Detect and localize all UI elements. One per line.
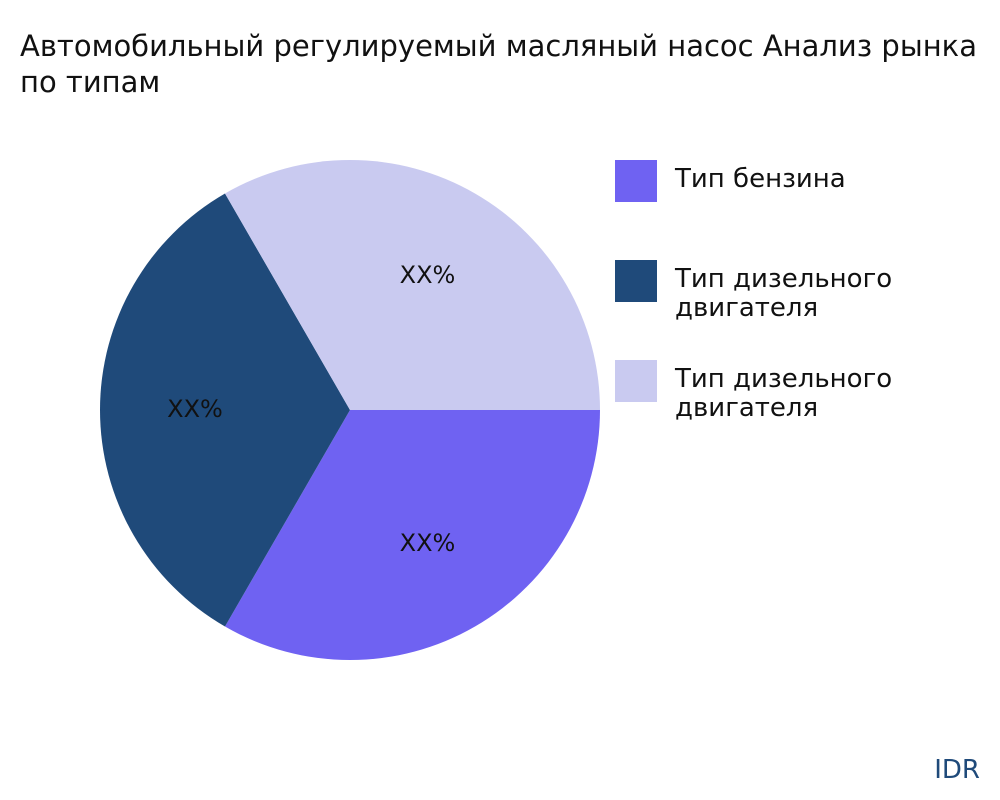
watermark: IDR xyxy=(934,755,980,785)
legend-item: Тип бензина xyxy=(615,160,995,260)
data-label: XX% xyxy=(400,261,456,289)
chart-title: Автомобильный регулируемый масляный насо… xyxy=(20,29,977,99)
legend-item: Тип дизельного двигателя xyxy=(615,260,995,360)
legend: Тип бензина Тип дизельного двигателя Тип д… xyxy=(615,160,995,460)
pie-slice xyxy=(225,160,600,410)
legend-item: Тип дизельного двигателя xyxy=(615,360,995,460)
legend-label: Тип дизельного двигателя xyxy=(675,364,893,423)
legend-label: Тип дизельного двигателя xyxy=(675,264,893,323)
legend-swatch xyxy=(615,260,657,302)
legend-swatch xyxy=(615,160,657,202)
data-label: XX% xyxy=(400,529,456,557)
legend-swatch xyxy=(615,360,657,402)
legend-label: Тип бензина xyxy=(675,164,846,194)
data-label: XX% xyxy=(167,395,223,423)
pie-slice xyxy=(225,410,600,660)
